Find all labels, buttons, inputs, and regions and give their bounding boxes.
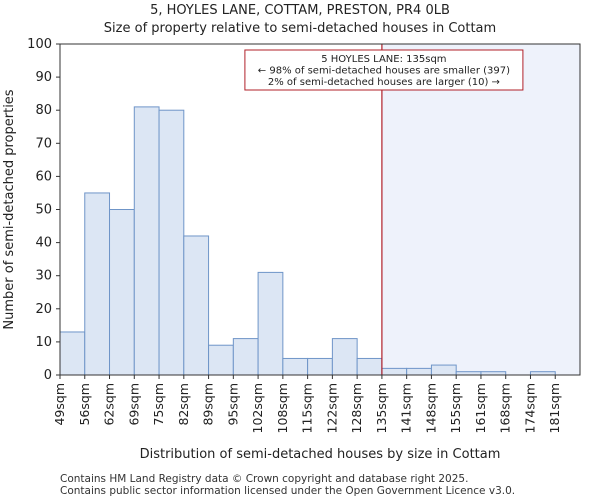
y-tick-label: 100 xyxy=(27,37,52,52)
footer-copyright: Contains HM Land Registry data © Crown c… xyxy=(60,473,469,485)
x-tick-label: 135sqm xyxy=(374,383,389,433)
histogram-bar xyxy=(84,192,111,376)
histogram-bar xyxy=(133,106,160,376)
y-tick-label: 40 xyxy=(35,236,52,251)
x-tick-label: 108sqm xyxy=(275,383,290,433)
histogram-chart: 0 10 20 30 40 50 60 70 80 90 100 49sqm 56sqm 62sqm 69s… xyxy=(2,37,581,462)
histogram-bar xyxy=(257,271,284,376)
x-tick-label: 75sqm xyxy=(151,383,166,426)
annotation-line: 5 HOYLES LANE: 135sqm xyxy=(321,54,446,65)
x-axis-label: Distribution of semi-detached houses by … xyxy=(140,447,501,462)
histogram-bar xyxy=(208,344,234,376)
y-tick-label: 30 xyxy=(35,269,52,284)
x-tick-label: 122sqm xyxy=(324,383,339,433)
x-tick-label: 56sqm xyxy=(77,383,92,426)
x-tick-label: 102sqm xyxy=(250,383,265,433)
annotation-line: 2% of semi-detached houses are larger (1… xyxy=(268,77,500,88)
y-tick-label: 90 xyxy=(35,70,52,85)
y-tick-label: 10 xyxy=(35,335,52,350)
y-tick-label: 20 xyxy=(35,302,52,317)
histogram-bar xyxy=(109,209,135,376)
x-tick-label: 148sqm xyxy=(423,383,438,433)
histogram-bar xyxy=(381,367,408,376)
x-tick-label: 161sqm xyxy=(473,383,488,433)
y-tick-label: 80 xyxy=(35,103,52,118)
x-tick-label: 155sqm xyxy=(448,383,463,433)
x-tick-label: 82sqm xyxy=(176,383,191,426)
y-tick-label: 60 xyxy=(35,169,52,184)
histogram-bar xyxy=(331,338,358,376)
histogram-bar xyxy=(158,109,185,376)
x-tick-label: 69sqm xyxy=(126,383,141,426)
histogram-bar xyxy=(59,331,86,376)
x-tick-label: 141sqm xyxy=(399,383,414,433)
x-tick-label: 168sqm xyxy=(498,383,513,433)
y-tick-label: 50 xyxy=(35,203,52,218)
x-tick-label: 181sqm xyxy=(547,383,562,433)
x-tick-label: 62sqm xyxy=(102,383,117,426)
x-tick-label: 115sqm xyxy=(300,383,315,433)
x-tick-label: 174sqm xyxy=(522,383,537,433)
x-tick-label: 49sqm xyxy=(52,383,67,426)
annotation-line: ← 98% of semi-detached houses are smalle… xyxy=(258,66,510,77)
y-tick-label: 70 xyxy=(35,136,52,151)
annotation-box xyxy=(244,49,524,91)
histogram-bar xyxy=(282,357,309,376)
x-tick-label: 89sqm xyxy=(201,383,216,426)
histogram-bar xyxy=(430,364,457,376)
footer-licence: Contains public sector information licen… xyxy=(60,485,516,497)
histogram-bar xyxy=(406,367,432,376)
chart-title: 5, HOYLES LANE, COTTAM, PRESTON, PR4 0LB xyxy=(150,3,450,18)
y-axis-label: Number of semi-detached properties xyxy=(2,89,17,329)
histogram-bar xyxy=(232,338,259,376)
histogram-bar xyxy=(183,235,210,376)
y-tick-label: 0 xyxy=(44,368,52,383)
histogram-bar xyxy=(356,357,383,376)
chart-subtitle: Size of property relative to semi-detach… xyxy=(103,21,497,36)
highlight-region xyxy=(381,44,580,375)
histogram-bar xyxy=(307,357,333,376)
x-tick-label: 128sqm xyxy=(349,383,364,433)
x-tick-label: 95sqm xyxy=(225,383,240,426)
